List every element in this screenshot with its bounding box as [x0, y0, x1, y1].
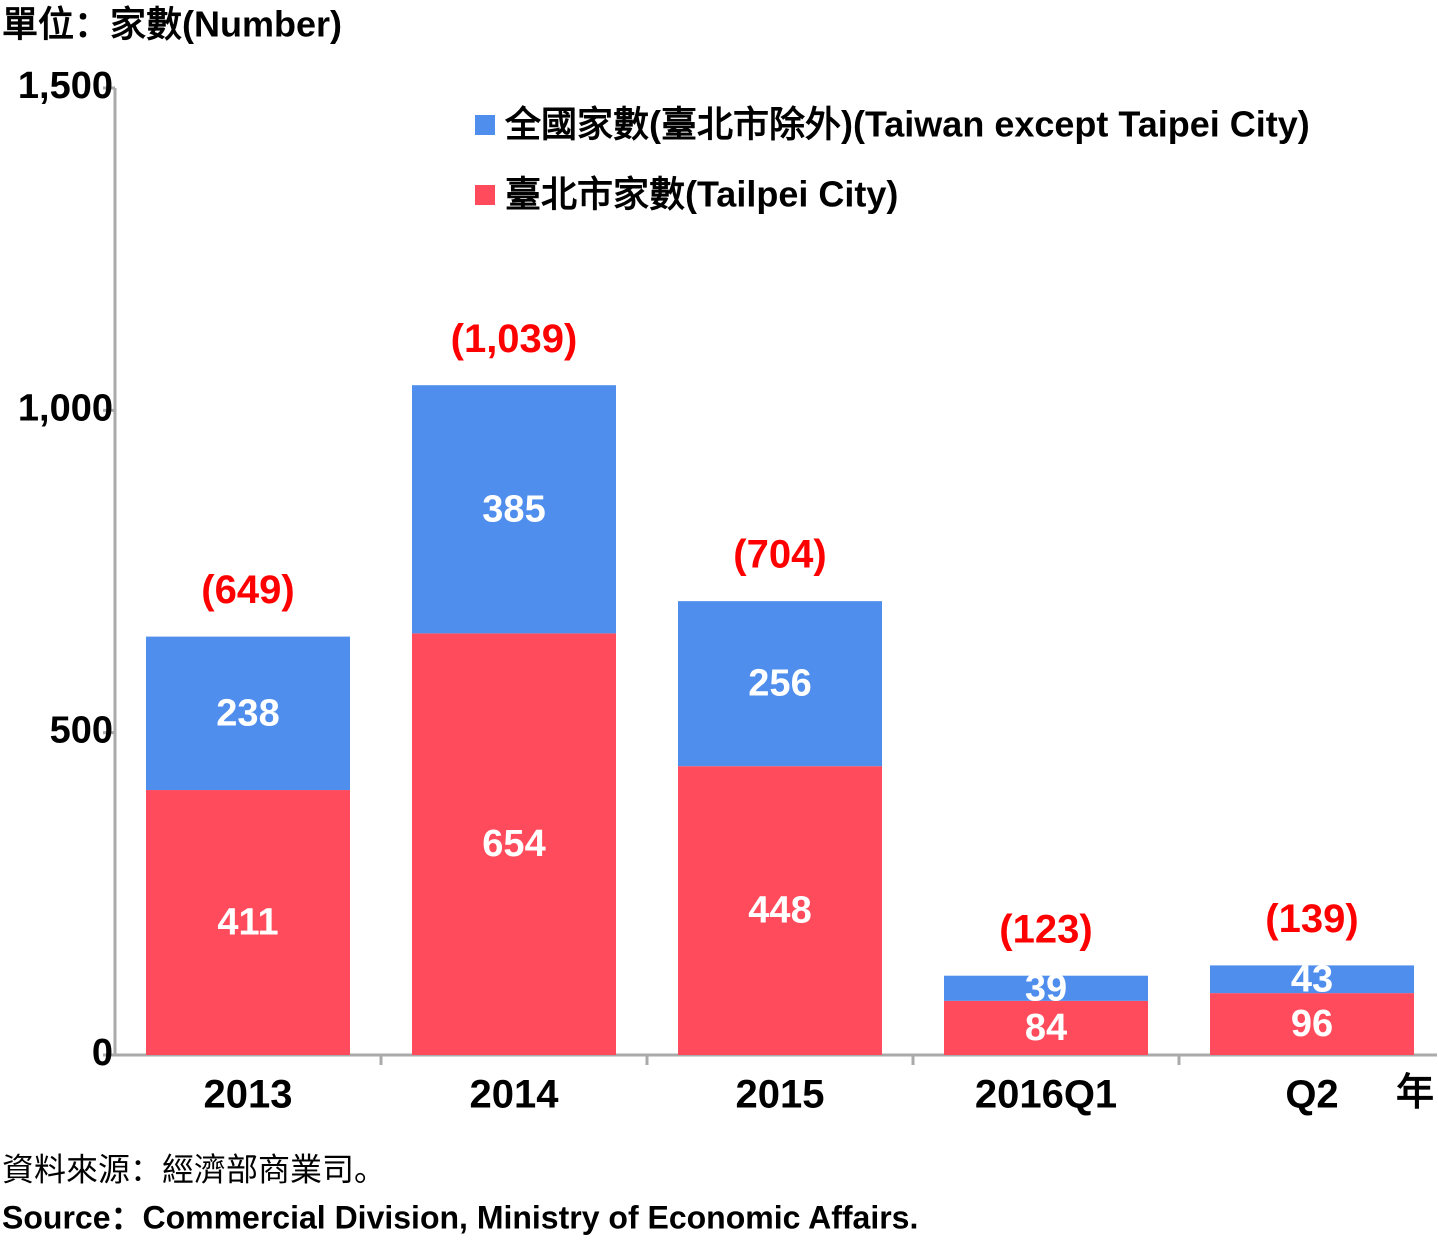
value-label: 654: [482, 823, 545, 865]
source-zh: 資料來源：經濟部商業司。: [2, 1151, 386, 1187]
bar-segment: [1210, 993, 1414, 1055]
total-label: (704): [733, 533, 826, 577]
y-tick-label: 0: [92, 1032, 113, 1074]
value-label: 43: [1291, 958, 1333, 1000]
total-label: (649): [201, 568, 294, 612]
bar-segment: [678, 766, 882, 1055]
total-label: (1,039): [451, 317, 578, 361]
y-tick-label: 1,500: [18, 65, 113, 107]
value-label: 448: [748, 890, 811, 932]
y-tick-label: 1,000: [18, 387, 113, 429]
bar-segment: [944, 1000, 1148, 1055]
legend-swatch: [475, 115, 495, 135]
bar-segment: [146, 790, 350, 1055]
bar-segment: [146, 636, 350, 791]
x-tick-label: 2016Q1: [975, 1073, 1117, 1117]
x-tick-label: 2013: [204, 1073, 293, 1117]
value-label: 39: [1025, 967, 1067, 1009]
legend-label: 全國家數(臺北市除外)(Taiwan except Taipei City): [504, 104, 1310, 145]
value-label: 256: [748, 663, 811, 705]
y-tick-label: 500: [50, 710, 113, 752]
unit-label: 單位：家數(Number): [2, 4, 342, 45]
total-label: (123): [999, 907, 1092, 951]
bar-segment: [412, 385, 616, 634]
value-label: 238: [216, 692, 279, 734]
x-tick-label: 2015: [736, 1073, 825, 1117]
bar-segment: [1210, 965, 1414, 994]
source-en: Source：Commercial Division, Ministry of …: [2, 1199, 918, 1235]
value-label: 385: [482, 488, 545, 530]
x-unit: 年: [1396, 1072, 1434, 1114]
legend-label: 臺北市家數(Tailpei City): [505, 174, 898, 215]
bar-segment: [944, 975, 1148, 1001]
bar-segment: [678, 601, 882, 767]
bar-segment: [412, 633, 616, 1055]
value-label: 411: [217, 902, 278, 944]
value-label: 96: [1291, 1003, 1333, 1045]
x-tick-label: Q2: [1285, 1073, 1338, 1117]
legend-swatch: [475, 185, 495, 205]
x-tick-label: 2014: [470, 1073, 560, 1117]
total-label: (139): [1265, 897, 1358, 941]
value-label: 84: [1025, 1007, 1067, 1049]
